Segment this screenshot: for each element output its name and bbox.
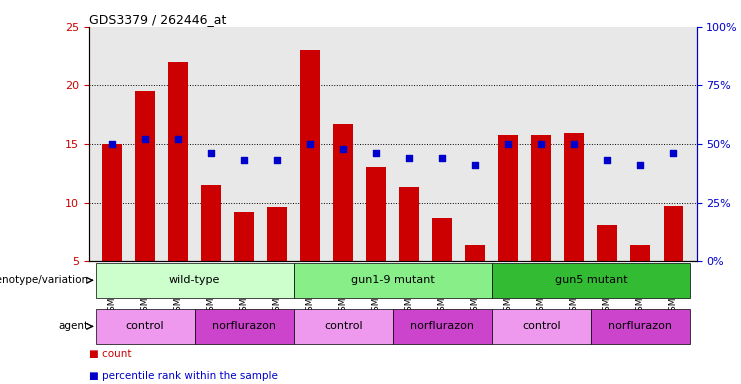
Bar — [366, 167, 386, 261]
Bar — [96, 263, 293, 298]
Text: gun5 mutant: gun5 mutant — [554, 275, 627, 285]
Point — [536, 141, 548, 147]
Bar — [333, 124, 353, 261]
Point — [106, 141, 118, 147]
Bar — [135, 91, 155, 261]
Bar — [663, 206, 683, 261]
Point — [668, 150, 679, 156]
Bar — [102, 144, 122, 261]
Bar — [268, 207, 287, 261]
Point — [337, 146, 349, 152]
Bar — [432, 218, 452, 261]
Text: gun1-9 mutant: gun1-9 mutant — [350, 275, 435, 285]
Point — [139, 136, 151, 142]
Point — [172, 136, 184, 142]
Point — [602, 157, 614, 164]
Text: control: control — [126, 321, 165, 331]
Text: genotype/variation: genotype/variation — [0, 275, 88, 285]
Point — [634, 162, 646, 168]
Point — [305, 141, 316, 147]
Bar — [399, 187, 419, 261]
Text: control: control — [522, 321, 561, 331]
Text: norflurazon: norflurazon — [411, 321, 474, 331]
Point — [271, 157, 283, 164]
Bar — [492, 263, 690, 298]
Point — [205, 150, 217, 156]
Bar — [499, 135, 518, 261]
Point — [370, 150, 382, 156]
Text: ■ count: ■ count — [89, 349, 131, 359]
Text: agent: agent — [58, 321, 88, 331]
Bar — [195, 309, 293, 344]
Text: GDS3379 / 262446_at: GDS3379 / 262446_at — [89, 13, 226, 26]
Text: control: control — [324, 321, 362, 331]
Bar — [393, 309, 492, 344]
Point — [238, 157, 250, 164]
Bar — [202, 185, 221, 261]
Bar — [300, 50, 320, 261]
Bar — [465, 245, 485, 261]
Bar — [492, 309, 591, 344]
Bar — [597, 225, 617, 261]
Bar — [234, 212, 254, 261]
Bar — [293, 309, 393, 344]
Bar — [96, 309, 195, 344]
Point — [568, 141, 580, 147]
Point — [502, 141, 514, 147]
Text: wild-type: wild-type — [169, 275, 220, 285]
Bar — [168, 62, 188, 261]
Point — [403, 155, 415, 161]
Bar — [293, 263, 492, 298]
Text: norflurazon: norflurazon — [608, 321, 672, 331]
Bar — [565, 134, 584, 261]
Point — [469, 162, 481, 168]
Point — [436, 155, 448, 161]
Bar — [591, 309, 690, 344]
Text: norflurazon: norflurazon — [212, 321, 276, 331]
Text: ■ percentile rank within the sample: ■ percentile rank within the sample — [89, 371, 278, 381]
Bar — [531, 135, 551, 261]
Bar — [631, 245, 651, 261]
